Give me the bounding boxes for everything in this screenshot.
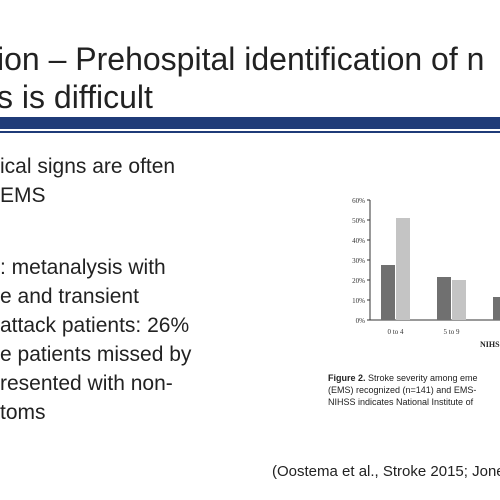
chart-svg: 0%10%20%30%40%50%60%0 to 45 to 910 toNIH… — [352, 197, 500, 349]
title-divider — [0, 117, 500, 129]
y-tick-label: 40% — [352, 237, 365, 245]
y-tick-label: 60% — [352, 197, 365, 205]
figure-caption: Figure 2. Stroke severity among eme (EMS… — [328, 372, 500, 408]
caption-line-2: (EMS) recognized (n=141) and EMS- — [328, 385, 477, 395]
title-line-2: s is difficult — [0, 79, 153, 115]
x-axis-label: NIHS — [480, 340, 500, 349]
y-tick-label: 10% — [352, 297, 365, 305]
x-tick-label: 5 to 9 — [444, 328, 460, 336]
bullet-line-5: attack patients: 26% — [0, 314, 190, 337]
y-tick-label: 20% — [352, 277, 365, 285]
bullet-line-4: e and transient — [0, 285, 139, 308]
bullet-line-1: ical signs are often — [0, 155, 176, 178]
y-tick-label: 30% — [352, 257, 365, 265]
title-divider-thin — [0, 131, 500, 133]
bullet-line-7: resented with non- — [0, 372, 173, 395]
bar — [381, 265, 395, 320]
bullet-line-2: EMS — [0, 184, 46, 207]
x-tick-label: 0 to 4 — [388, 328, 404, 336]
bar — [396, 218, 410, 320]
caption-line-1: Figure 2. Stroke severity among eme — [328, 372, 500, 384]
title-line-1: ion – Prehospital identification of n — [0, 41, 485, 77]
caption-line-1-text: Stroke severity among eme — [365, 373, 478, 383]
bar — [437, 277, 451, 320]
caption-line-3: NIHSS indicates National Institute of — [328, 397, 474, 407]
caption-figure-label: Figure 2. — [328, 373, 366, 383]
bar — [452, 280, 466, 320]
bullet-line-3: : metanalysis with — [0, 256, 166, 279]
y-tick-label: 50% — [352, 217, 365, 225]
stroke-severity-chart: 0%10%20%30%40%50%60%0 to 45 to 910 toNIH… — [338, 190, 500, 350]
bar — [493, 297, 500, 320]
reference-citation: (Oostema et al., Stroke 2015; Jones et — [272, 463, 500, 480]
bullet-line-6: e patients missed by — [0, 343, 192, 366]
bullet-line-8: toms — [0, 401, 46, 424]
y-tick-label: 0% — [356, 317, 366, 325]
